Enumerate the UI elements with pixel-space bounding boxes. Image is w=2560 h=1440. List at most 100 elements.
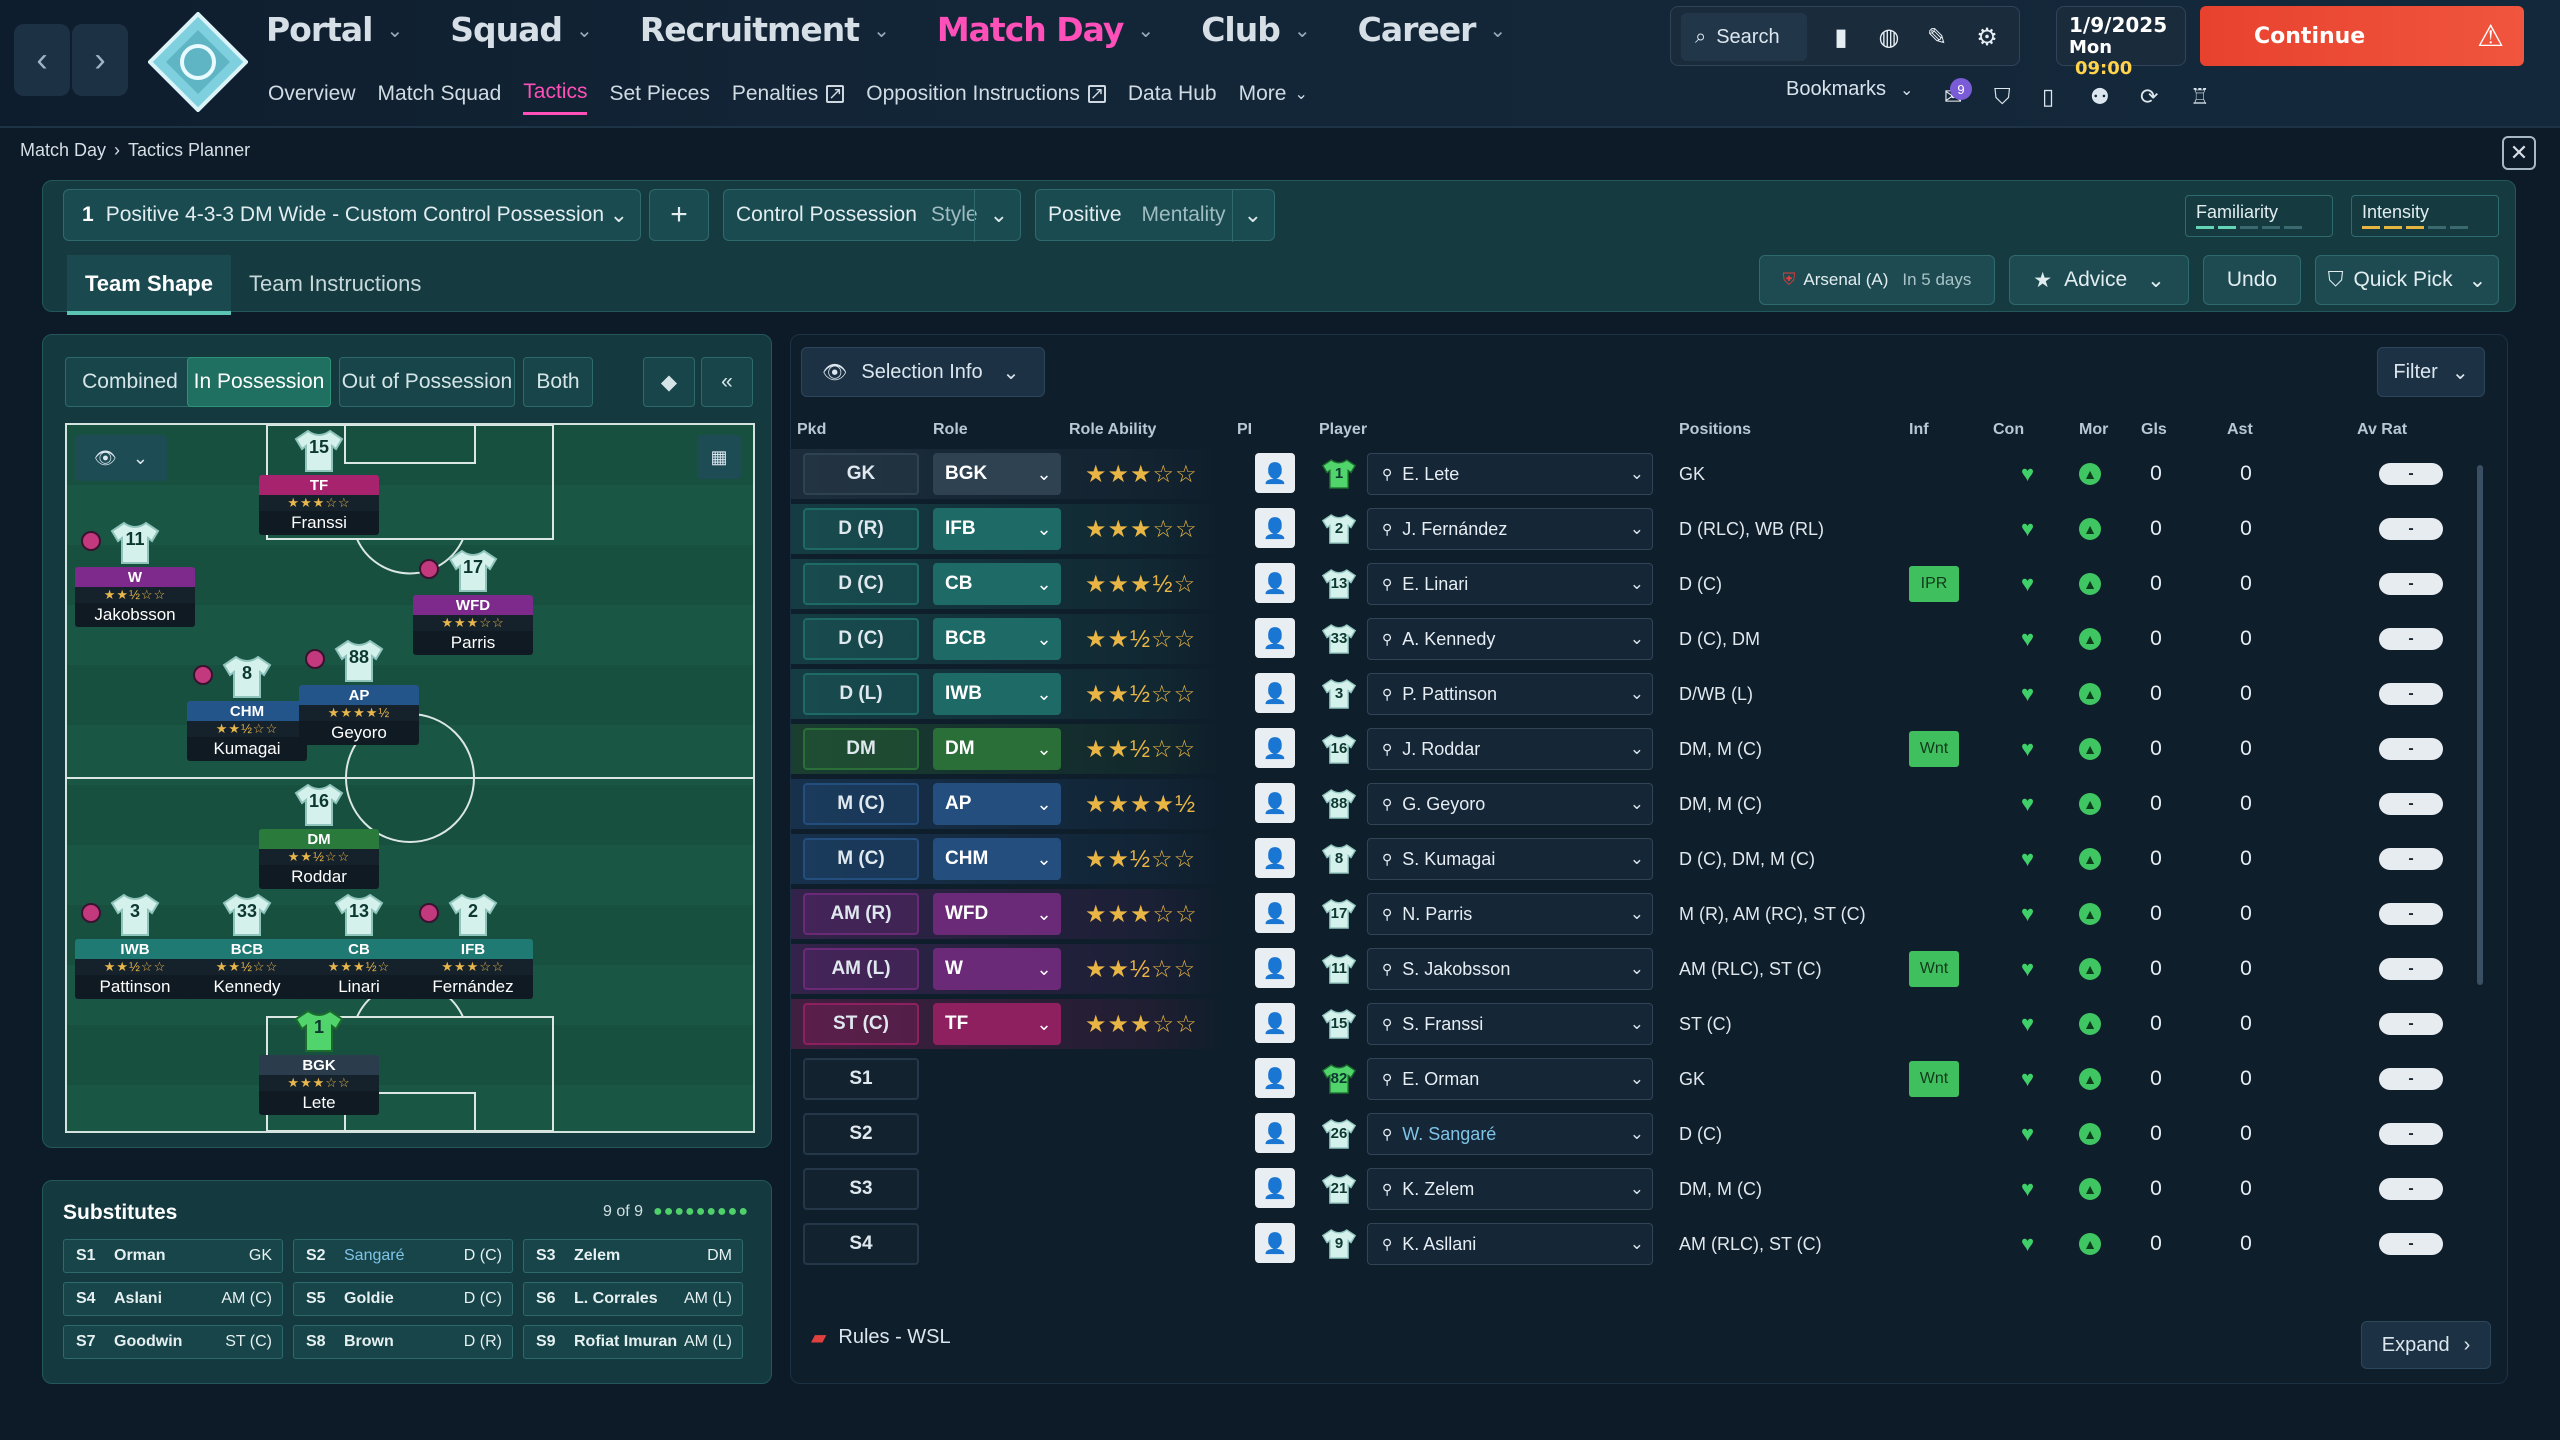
- pitch-player[interactable]: 16 DM ★★½☆☆ Roddar: [259, 783, 379, 889]
- player-instructions-button[interactable]: 👤: [1255, 728, 1295, 768]
- player-selector[interactable]: ⚲ J. Roddar ⌄: [1367, 728, 1653, 770]
- tab-both[interactable]: Both: [523, 357, 593, 407]
- column-header[interactable]: Gls: [2141, 421, 2167, 438]
- pitch-player[interactable]: 2 IFB ★★★☆☆ Fernández: [413, 893, 533, 999]
- table-row[interactable]: D (L) IWB ⌄ ★★½☆☆ 👤 3 ⚲ P. Pattinson ⌄ D/WB (L) ♥ ▲…: [791, 669, 2481, 719]
- substitute-item[interactable]: S6 L. Corrales AM (L): [523, 1282, 743, 1316]
- tab-team-shape[interactable]: Team Shape: [67, 255, 231, 315]
- chevron-down-icon[interactable]: ⌄: [1029, 948, 1061, 990]
- column-header[interactable]: Ast: [2227, 421, 2253, 438]
- pitch-player[interactable]: 88 AP ★★★★½ Geyoro: [299, 639, 419, 745]
- status-badge[interactable]: Wnt: [1909, 731, 1959, 767]
- player-selector[interactable]: ⚲ S. Kumagai ⌄: [1367, 838, 1653, 880]
- player-instructions-button[interactable]: 👤: [1255, 453, 1295, 493]
- player-selector[interactable]: ⚲ E. Linari ⌄: [1367, 563, 1653, 605]
- player-selector[interactable]: ⚲ G. Geyoro ⌄: [1367, 783, 1653, 825]
- gear-icon[interactable]: ⚙: [1976, 23, 1998, 51]
- player-selector[interactable]: ⚲ N. Parris ⌄: [1367, 893, 1653, 935]
- kit-icon[interactable]: ⛉: [1994, 84, 2011, 109]
- substitute-item[interactable]: S8 Brown D (R): [293, 1325, 513, 1359]
- selection-info-dropdown[interactable]: 👁 Selection Info ⌄: [801, 347, 1045, 397]
- role-selector[interactable]: AP: [933, 783, 1029, 825]
- player-selector[interactable]: ⚲ S. Jakobsson ⌄: [1367, 948, 1653, 990]
- subnav-more[interactable]: More ⌄: [1239, 80, 1308, 115]
- player-instructions-button[interactable]: 👤: [1255, 948, 1295, 988]
- continue-button[interactable]: Continue ⚠: [2200, 6, 2524, 66]
- table-row[interactable]: M (C) CHM ⌄ ★★½☆☆ 👤 8 ⚲ S. Kumagai ⌄ D (C), DM, M…: [791, 834, 2481, 884]
- picked-position[interactable]: AM (L): [803, 948, 919, 990]
- grid-options-button[interactable]: ▦: [697, 435, 741, 479]
- player-selector[interactable]: ⚲ S. Franssi ⌄: [1367, 1003, 1653, 1045]
- column-header[interactable]: Mor: [2079, 421, 2109, 438]
- forward-button[interactable]: ›: [72, 24, 128, 96]
- style-selector[interactable]: Control Possession Style ⌄: [723, 189, 1021, 242]
- world-icon[interactable]: ◍: [1878, 23, 1900, 51]
- role-selector[interactable]: CB: [933, 563, 1029, 605]
- warning-icon[interactable]: [193, 665, 213, 685]
- role-selector[interactable]: BCB: [933, 618, 1029, 660]
- column-header[interactable]: Inf: [1909, 421, 1929, 438]
- club-badge-logo[interactable]: [147, 11, 249, 113]
- player-instructions-button[interactable]: 👤: [1255, 1168, 1295, 1208]
- rules-label[interactable]: ▰ Rules - WSL: [811, 1325, 951, 1350]
- role-selector[interactable]: DM: [933, 728, 1029, 770]
- picked-position[interactable]: S2: [803, 1113, 919, 1155]
- table-row[interactable]: D (R) IFB ⌄ ★★★☆☆ 👤 2 ⚲ J. Fernández ⌄ D (RLC), W…: [791, 504, 2481, 554]
- warning-icon[interactable]: [305, 649, 325, 669]
- status-badge[interactable]: Wnt: [1909, 951, 1959, 987]
- picked-position[interactable]: ST (C): [803, 1003, 919, 1045]
- search-button[interactable]: ⌕ Search: [1681, 13, 1807, 61]
- player-instructions-button[interactable]: 👤: [1255, 1113, 1295, 1153]
- substitute-item[interactable]: S5 Goldie D (C): [293, 1282, 513, 1316]
- player-instructions-button[interactable]: 👤: [1255, 618, 1295, 658]
- pitch-player[interactable]: 15 TF ★★★☆☆ Franssi: [259, 429, 379, 535]
- back-button[interactable]: ‹: [14, 24, 70, 96]
- table-row[interactable]: S4 👤 9 ⚲ K. Asllani ⌄ AM (RLC), ST (C) ♥ ▲ 0 0 -: [791, 1219, 2481, 1269]
- expand-button[interactable]: Expand ›: [2361, 1321, 2491, 1369]
- nav-career[interactable]: Career ⌄: [1358, 10, 1507, 49]
- player-instructions-button[interactable]: 👤: [1255, 1003, 1295, 1043]
- pitch-player[interactable]: 11 W ★★½☆☆ Jakobsson: [75, 521, 195, 627]
- bookmark-icon[interactable]: ▮: [1834, 23, 1848, 51]
- column-header[interactable]: Av Rat: [2357, 421, 2408, 438]
- table-row[interactable]: M (C) AP ⌄ ★★★★½ 👤 88 ⚲ G. Geyoro ⌄ DM, M (C) ♥ ▲ 0 0…: [791, 779, 2481, 829]
- role-selector[interactable]: BGK: [933, 453, 1029, 495]
- chevron-down-icon[interactable]: ⌄: [1029, 783, 1061, 825]
- picked-position[interactable]: AM (R): [803, 893, 919, 935]
- role-selector[interactable]: CHM: [933, 838, 1029, 880]
- player-selector[interactable]: ⚲ K. Asllani ⌄: [1367, 1223, 1653, 1265]
- filter-dropdown[interactable]: Filter ⌄: [2377, 347, 2485, 397]
- subnav-tactics[interactable]: Tactics: [523, 80, 588, 115]
- intensity-meter[interactable]: Intensity: [2351, 195, 2499, 237]
- subnav-data-hub[interactable]: Data Hub: [1128, 80, 1217, 115]
- role-selector[interactable]: WFD: [933, 893, 1029, 935]
- nav-club[interactable]: Club ⌄: [1201, 10, 1310, 49]
- substitute-item[interactable]: S3 Zelem DM: [523, 1239, 743, 1273]
- picked-position[interactable]: D (R): [803, 508, 919, 550]
- player-selector[interactable]: ⚲ A. Kennedy ⌄: [1367, 618, 1653, 660]
- player-selector[interactable]: ⚲ P. Pattinson ⌄: [1367, 673, 1653, 715]
- table-row[interactable]: S3 👤 21 ⚲ K. Zelem ⌄ DM, M (C) ♥ ▲ 0 0 -: [791, 1164, 2481, 1214]
- warning-icon[interactable]: [419, 903, 439, 923]
- picked-position[interactable]: GK: [803, 453, 919, 495]
- quick-pick-button[interactable]: ⛉ Quick Pick ⌄: [2315, 255, 2499, 305]
- player-selector[interactable]: ⚲ J. Fernández ⌄: [1367, 508, 1653, 550]
- picked-position[interactable]: D (L): [803, 673, 919, 715]
- table-row[interactable]: AM (L) W ⌄ ★★½☆☆ 👤 11 ⚲ S. Jakobsson ⌄ AM (RLC), …: [791, 944, 2481, 994]
- advice-button[interactable]: ★ Advice ⌄: [2009, 255, 2189, 305]
- table-scrollbar[interactable]: [2477, 465, 2483, 985]
- nav-squad[interactable]: Squad ⌄: [450, 10, 593, 49]
- table-row[interactable]: AM (R) WFD ⌄ ★★★☆☆ 👤 17 ⚲ N. Parris ⌄ M (R), AM (…: [791, 889, 2481, 939]
- column-header[interactable]: Con: [1993, 421, 2025, 438]
- substitute-item[interactable]: S7 Goodwin ST (C): [63, 1325, 283, 1359]
- player-selector[interactable]: ⚲ E. Orman ⌄: [1367, 1058, 1653, 1100]
- pitch-player[interactable]: 17 WFD ★★★☆☆ Parris: [413, 549, 533, 655]
- next-match-indicator[interactable]: ⛨ Arsenal (A) In 5 days: [1759, 255, 1995, 305]
- subnav-penalties[interactable]: Penalties ↗: [732, 80, 845, 115]
- breadcrumb-parent[interactable]: Match Day: [20, 140, 107, 160]
- chevron-down-icon[interactable]: ⌄: [1029, 673, 1061, 715]
- player-instructions-button[interactable]: 👤: [1255, 563, 1295, 603]
- table-row[interactable]: ST (C) TF ⌄ ★★★☆☆ 👤 15 ⚲ S. Franssi ⌄ ST (C) ♥ ▲ 0 0-: [791, 999, 2481, 1049]
- role-selector[interactable]: IFB: [933, 508, 1029, 550]
- player-instructions-button[interactable]: 👤: [1255, 673, 1295, 713]
